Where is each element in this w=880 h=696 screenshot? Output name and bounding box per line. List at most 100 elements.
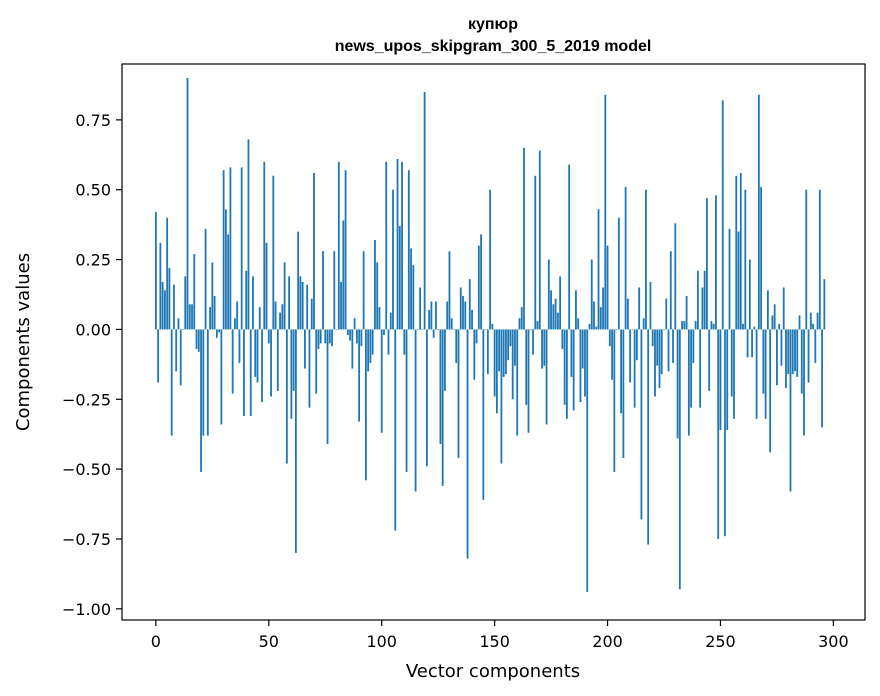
bar-161 <box>518 318 521 330</box>
bar-125 <box>437 329 440 331</box>
bar-195 <box>595 326 598 330</box>
bar-276 <box>778 323 781 330</box>
bar-186 <box>575 290 577 330</box>
bar-265 <box>753 326 756 330</box>
bar-153 <box>500 329 503 464</box>
bar-108 <box>398 226 401 330</box>
bar-48 <box>263 161 266 330</box>
bar-120 <box>425 329 428 467</box>
bar-291 <box>812 323 814 330</box>
bar-172 <box>543 329 546 366</box>
bar-130 <box>448 251 451 330</box>
bar-261 <box>744 189 747 330</box>
bar-180 <box>561 329 564 349</box>
bar-10 <box>177 318 180 330</box>
bar-59 <box>288 276 291 330</box>
bar-83 <box>342 220 345 330</box>
bar-92 <box>362 251 365 330</box>
bar-39 <box>243 329 245 417</box>
bar-214 <box>638 287 641 330</box>
bar-47 <box>261 329 263 403</box>
bar-66 <box>304 329 306 369</box>
bar-5 <box>166 217 169 330</box>
x-tick-label: 0 <box>151 632 161 651</box>
bar-239 <box>694 321 697 330</box>
bar-62 <box>294 329 297 553</box>
bar-100 <box>380 329 383 433</box>
x-tick-label: 150 <box>479 632 510 651</box>
bar-289 <box>807 329 810 383</box>
bar-281 <box>789 329 792 492</box>
y-tick-label: −0.25 <box>62 390 111 409</box>
bar-244 <box>706 198 708 330</box>
bar-24 <box>209 307 211 330</box>
bar-209 <box>626 298 629 330</box>
bar-292 <box>814 329 817 363</box>
y-axis-label: Components values <box>13 253 34 431</box>
bar-116 <box>416 329 419 331</box>
bar-142 <box>475 329 478 344</box>
bar-243 <box>703 270 706 330</box>
bar-156 <box>507 329 510 361</box>
bar-6 <box>168 267 171 330</box>
bar-95 <box>369 329 372 363</box>
bar-137 <box>464 301 467 330</box>
bar-280 <box>787 329 790 375</box>
bar-22 <box>204 228 207 330</box>
bar-266 <box>755 329 758 419</box>
bar-1 <box>157 329 160 383</box>
bar-143 <box>477 245 480 330</box>
bar-84 <box>344 170 347 330</box>
bar-184 <box>570 329 573 377</box>
bar-157 <box>509 329 512 347</box>
bar-67 <box>306 284 309 330</box>
bar-165 <box>527 329 530 433</box>
bar-50 <box>267 329 270 344</box>
bar-221 <box>654 329 656 397</box>
bar-252 <box>724 329 726 537</box>
bar-178 <box>556 312 559 330</box>
bar-224 <box>660 329 663 375</box>
bar-140 <box>471 309 473 330</box>
bar-118 <box>421 329 424 331</box>
bar-60 <box>290 329 293 419</box>
bar-91 <box>360 329 363 347</box>
bar-19 <box>197 329 200 352</box>
bar-20 <box>200 329 202 472</box>
bar-260 <box>742 323 744 330</box>
bar-117 <box>419 287 422 330</box>
bar-230 <box>674 223 677 330</box>
bar-23 <box>206 329 209 436</box>
bar-250 <box>719 329 722 431</box>
bar-90 <box>358 329 361 422</box>
bar-38 <box>240 167 243 330</box>
bar-15 <box>188 304 191 330</box>
bar-288 <box>805 189 808 330</box>
bar-51 <box>270 329 272 397</box>
bar-102 <box>385 161 388 330</box>
bar-97 <box>374 240 376 330</box>
bar-198 <box>602 287 604 330</box>
bar-77 <box>328 329 331 344</box>
bar-262 <box>746 329 749 358</box>
bar-217 <box>645 189 647 330</box>
bar-17 <box>193 253 196 330</box>
bar-145 <box>482 329 485 500</box>
bar-254 <box>728 228 731 330</box>
bar-103 <box>387 329 390 355</box>
bar-248 <box>715 195 717 330</box>
bar-126 <box>439 329 442 444</box>
bar-273 <box>771 315 774 330</box>
bar-65 <box>301 281 304 330</box>
bar-44 <box>254 329 257 377</box>
bar-277 <box>780 329 783 366</box>
chart-title: купюр <box>468 16 518 33</box>
bar-134 <box>457 329 460 458</box>
bar-93 <box>365 329 367 481</box>
bar-35 <box>234 318 236 330</box>
bar-162 <box>520 307 523 330</box>
bar-238 <box>692 329 695 363</box>
bar-166 <box>529 329 532 331</box>
bar-122 <box>430 301 433 330</box>
bar-228 <box>669 251 672 330</box>
